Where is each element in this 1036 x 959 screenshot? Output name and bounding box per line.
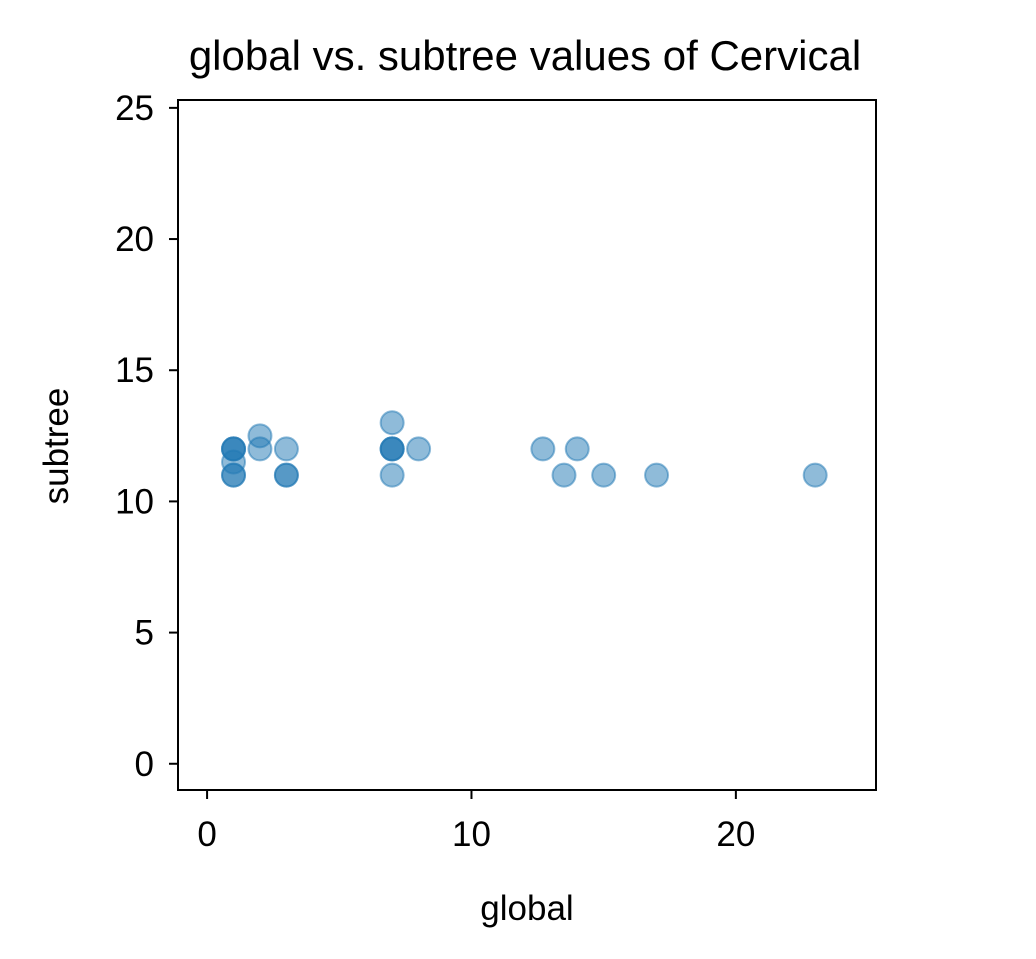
x-axis: 0 10 20	[197, 790, 755, 854]
x-tick-label: 20	[716, 815, 755, 854]
data-point	[644, 462, 670, 488]
data-point	[564, 436, 590, 462]
y-axis: 0 5 10 15 20 25	[115, 89, 178, 784]
data-point	[802, 462, 828, 488]
data-point	[551, 462, 577, 488]
data-point	[530, 436, 556, 462]
data-point	[247, 436, 273, 462]
x-tick-label: 0	[197, 815, 216, 854]
data-point	[221, 436, 247, 462]
y-tick-label: 25	[115, 89, 154, 128]
y-tick-label: 10	[115, 482, 154, 521]
data-point	[379, 410, 405, 436]
y-tick-label: 20	[115, 220, 154, 259]
data-point	[273, 462, 299, 488]
data-point	[379, 462, 405, 488]
data-point	[379, 436, 405, 462]
data-point	[406, 436, 432, 462]
x-axis-label: global	[480, 889, 573, 928]
points-layer	[221, 410, 828, 488]
plot-frame	[177, 99, 877, 791]
y-tick-label: 15	[115, 351, 154, 390]
data-point	[591, 462, 617, 488]
x-tick-label: 10	[452, 815, 491, 854]
data-point	[273, 436, 299, 462]
y-tick-label: 5	[135, 614, 154, 653]
y-axis-label: subtree	[37, 388, 76, 505]
y-tick-label: 0	[135, 745, 154, 784]
data-point	[221, 462, 247, 488]
chart-title: global vs. subtree values of Cervical	[189, 32, 861, 79]
